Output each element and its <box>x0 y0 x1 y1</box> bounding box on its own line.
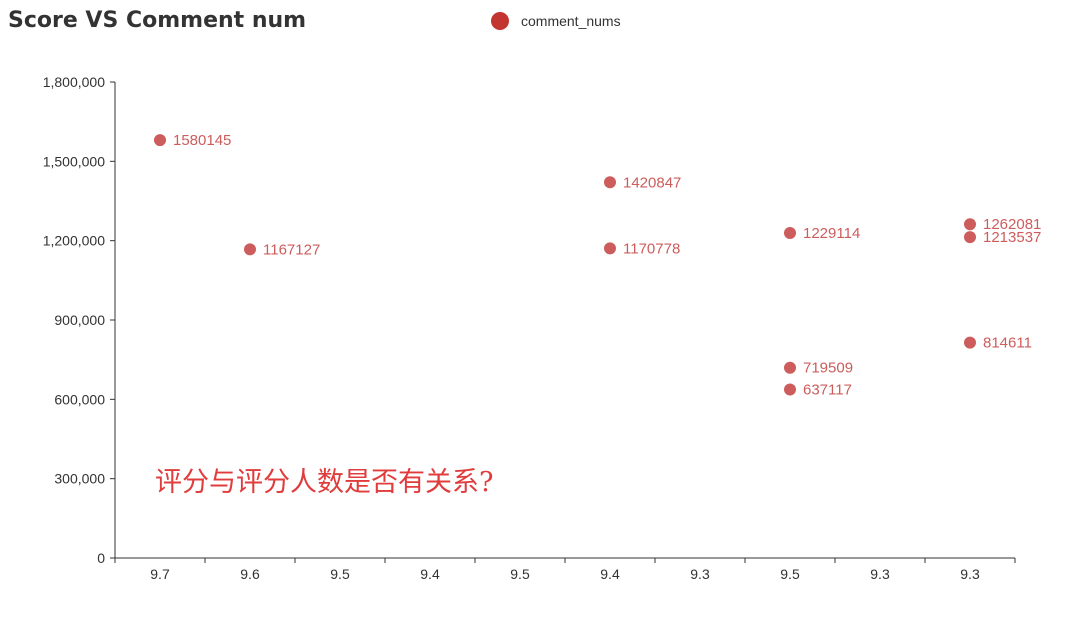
data-point <box>964 231 976 244</box>
data-label: 1262081 <box>983 216 1041 233</box>
chart-annotation: 评分与评分人数是否有关系? <box>155 467 493 498</box>
data-point <box>604 176 616 189</box>
data-label: 1580145 <box>173 132 231 149</box>
y-tick-label: 0 <box>97 550 105 566</box>
data-label: 1213537 <box>983 229 1041 246</box>
data-point <box>784 361 796 374</box>
data-label: 719509 <box>803 360 853 377</box>
x-tick-label: 9.5 <box>330 566 350 582</box>
x-tick-label: 9.3 <box>960 566 980 582</box>
x-tick-label: 9.4 <box>600 566 620 582</box>
legend-marker-icon <box>491 12 509 30</box>
x-tick-label: 9.4 <box>420 566 440 582</box>
y-tick-label: 1,200,000 <box>43 233 105 249</box>
data-point <box>784 383 796 396</box>
data-point <box>244 243 256 256</box>
x-tick-label: 9.6 <box>240 566 260 582</box>
data-label: 1229114 <box>803 225 860 242</box>
y-tick-label: 1,800,000 <box>43 74 105 90</box>
chart-title: Score VS Comment num <box>8 8 307 33</box>
axes: 0 300,000 600,000 900,000 1,200,000 1,500,000… <box>43 74 1016 582</box>
data-label: 1167127 <box>263 241 320 258</box>
x-tick-label: 9.3 <box>690 566 710 582</box>
data-points: 1580145 1167127 1420847 1170778 1229114 71950… <box>154 132 1041 399</box>
legend-label: comment_nums <box>521 13 621 29</box>
x-tick-label: 9.5 <box>510 566 530 582</box>
data-label: 637117 <box>803 382 852 399</box>
y-tick-label: 1,500,000 <box>43 153 105 169</box>
x-tick-label: 9.5 <box>780 566 800 582</box>
y-tick-label: 900,000 <box>54 312 105 328</box>
legend[interactable]: comment_nums <box>491 12 621 30</box>
x-tick-label: 9.3 <box>870 566 890 582</box>
data-label: 1420847 <box>623 174 681 191</box>
data-label: 1170778 <box>623 240 680 257</box>
y-tick-label: 600,000 <box>54 391 105 407</box>
data-point <box>784 226 796 239</box>
data-point <box>154 134 166 147</box>
data-point <box>604 242 616 255</box>
data-point <box>964 218 976 231</box>
y-tick-label: 300,000 <box>54 471 105 487</box>
x-tick-label: 9.7 <box>150 566 170 582</box>
data-point <box>964 336 976 349</box>
data-label: 814611 <box>983 335 1032 352</box>
